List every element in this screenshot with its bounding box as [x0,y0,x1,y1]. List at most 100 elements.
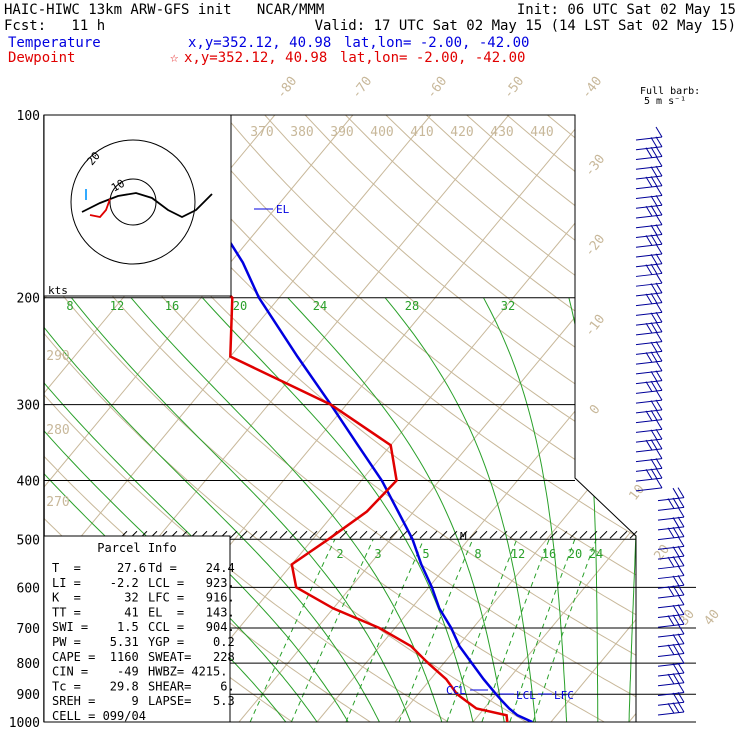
pressure-label-900: 900 [17,688,40,703]
parcel-row-right: CCL = 904. [148,620,235,634]
mixing-ratio-bottom-20: 20 [568,547,582,561]
wind-barb-flag [645,469,653,480]
wind-barb-flag [655,253,663,264]
hodograph-unit-label: kts [48,284,68,297]
wind-barb-flag [655,380,663,391]
parcel-row-left: PW = 5.31 [52,635,139,649]
wind-barb [635,155,663,160]
hash-mark [599,530,608,539]
dry-adiabat-line [547,115,636,722]
mixing-ratio-line [290,539,374,722]
isotherm-label--20: -20 [582,232,608,260]
wind-barb [635,165,663,170]
wind-barb-flag [677,682,685,693]
full-barb-label-2: 5 m s⁻¹ [644,96,687,107]
wind-barb-flag [655,350,663,362]
wind-barb-flag [650,458,658,470]
dewpoint-legend-star-icon: ☆ [170,50,179,66]
wind-barb [657,623,685,628]
wind-barb-flag [655,302,663,313]
header-line2-right: Valid: 17 UTC Sat 02 May 15 (14 LST Sat … [314,18,736,34]
wind-barb [635,194,663,199]
dry-adiabat-line [264,115,636,722]
theta-label-370: 370 [250,125,273,140]
wind-barb-flag [677,575,685,586]
wind-barb-flag [650,283,658,294]
dewpoint-legend-xy: x,y=352.12, 40.98 [184,50,328,66]
temperature-legend-latlon: lat,lon= -2.00, -42.00 [344,35,530,51]
header-line1-right: Init: 06 UTC Sat 02 May 15 [516,2,736,18]
parcel-row-right: HWBZ= 4215. [148,665,227,679]
hash-mark [429,530,438,539]
dry-adiabat-line [44,115,636,722]
dry-adiabat-line [466,115,636,722]
pressure-label-200: 200 [17,292,40,307]
wind-barb-flag [655,185,663,196]
wind-barb-flag [655,272,663,284]
wind-barb-flag [672,497,680,509]
parcel-row-left: Tc = 29.8 [52,679,139,693]
wind-barb-flag [650,166,658,177]
wind-barb-flag [655,243,663,255]
wind-barb-flag [677,643,685,654]
wind-barb-flag [655,224,663,235]
hash-mark [549,530,558,539]
wind-barb-flag [677,691,685,703]
theta-label-420: 420 [450,125,473,140]
isotherm-line [472,115,636,722]
wind-barb [635,419,663,424]
parcel-row-left: CIN = -49 [52,665,139,679]
wind-barb-flag [677,594,685,606]
isotherm-line [160,115,636,722]
wind-barb [657,584,685,589]
wind-barb-flag [650,429,658,440]
temperature-legend-xy: x,y=352.12, 40.98 [188,35,332,51]
hash-mark [299,530,308,539]
wind-barb-flag [655,136,663,148]
wind-barb [657,526,685,531]
wind-barb [635,263,663,268]
wind-barb [635,370,663,375]
wind-barb [635,389,663,394]
isotherm-label--80: -80 [274,74,300,102]
wind-barb-flag [655,419,663,430]
wind-barb-flag [672,643,680,655]
wind-barb-flag [677,487,685,498]
hash-mark [239,530,248,539]
hash-mark [259,530,268,539]
hodograph-frame [43,114,232,297]
wind-barb-flag [667,673,675,685]
theta-label-410: 410 [410,125,433,140]
header-line2-left: Fcst: 11 h [4,18,106,34]
wind-barb-flag [650,137,658,148]
wind-barb [635,311,663,316]
wind-barb-flag [655,331,663,342]
wind-barb-flag [650,439,658,450]
wind-barb [635,477,663,482]
mixing-ratio-bottom-5: 5 [422,547,429,561]
wind-barb [657,545,685,550]
pressure-label-500: 500 [17,533,40,548]
theta-label-390: 390 [330,125,353,140]
isotherm-line [550,115,636,722]
wind-barb-flag [650,400,658,411]
hash-mark [349,530,358,539]
mixing-ratio-bottom-8: 8 [474,547,481,561]
dry-adiabat-line [102,115,636,722]
hash-mark [479,530,488,539]
hash-mark [499,530,508,539]
wind-barb-flag [672,585,680,596]
dry-adiabat-line [506,115,636,722]
wind-barb [635,272,663,277]
parcel-row-right: LCL = 923. [148,576,235,590]
wind-barb-flag [655,409,663,420]
dry-adiabat-line [143,115,636,722]
wind-barb-flag [650,205,658,216]
hash-mark [279,530,288,539]
wind-barb-flag [672,702,680,713]
wind-barb-flag [672,517,680,528]
hash-mark [519,530,528,539]
lcl-label: LCL [516,689,536,702]
isotherm-line [394,115,636,722]
